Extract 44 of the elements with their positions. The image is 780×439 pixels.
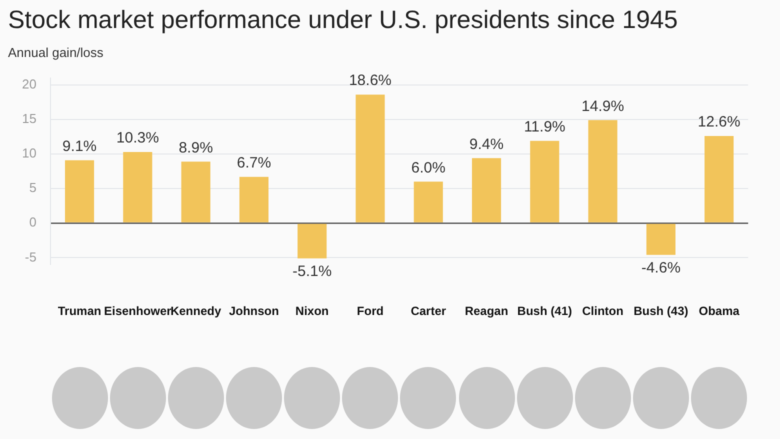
data-label: 18.6%: [348, 72, 392, 90]
bar: [298, 224, 327, 258]
y-tick-label: 5: [29, 180, 36, 196]
x-tick-label: Kennedy: [170, 304, 222, 318]
y-tick-label: 20: [22, 76, 36, 92]
bar: [646, 224, 676, 255]
x-tick-label: Eisenhower: [104, 304, 172, 318]
bar: [239, 176, 268, 222]
bar: [588, 120, 618, 222]
y-tick-label: -5: [24, 249, 36, 264]
x-tick-label: Truman: [58, 304, 102, 318]
x-tick-label: Reagan: [464, 304, 508, 318]
data-label: 14.9%: [582, 98, 624, 115]
bar: [181, 162, 210, 222]
x-tick-label: Carter: [410, 304, 446, 318]
bar: [64, 160, 94, 222]
x-tick-label: Obama: [698, 304, 740, 318]
x-tick-label: Clinton: [582, 304, 624, 318]
data-label: 8.9%: [178, 139, 213, 156]
bar: [530, 140, 560, 222]
data-label: 10.3%: [116, 130, 159, 147]
x-tick-label: Ford: [356, 304, 384, 318]
data-label: -4.6%: [641, 260, 681, 277]
x-tick-label: Nixon: [295, 304, 329, 318]
y-axis-title: Annual gain/loss: [8, 45, 104, 60]
x-tick-label: Bush (43): [634, 304, 688, 318]
bar: [704, 136, 734, 222]
y-tick-label: 15: [22, 111, 36, 126]
y-tick-label: 10: [22, 146, 36, 161]
x-tick-label: Johnson: [228, 304, 279, 318]
y-tick-label: 0: [29, 214, 36, 230]
data-label: 9.4%: [469, 136, 504, 153]
chart-title: Stock market performance under U.S. presidents since 1945: [8, 6, 678, 34]
data-label: 12.6%: [698, 114, 740, 131]
data-label: 9.1%: [62, 138, 97, 155]
x-tick-label: Bush (41): [517, 304, 572, 318]
bar: [356, 94, 385, 222]
bar: [123, 152, 152, 222]
bar: [472, 158, 502, 222]
data-label: 11.9%: [524, 118, 566, 136]
data-label: 6.7%: [236, 154, 272, 172]
bar: [414, 182, 443, 222]
data-label: -5.1%: [292, 263, 332, 280]
data-label: 6.0%: [411, 159, 446, 176]
